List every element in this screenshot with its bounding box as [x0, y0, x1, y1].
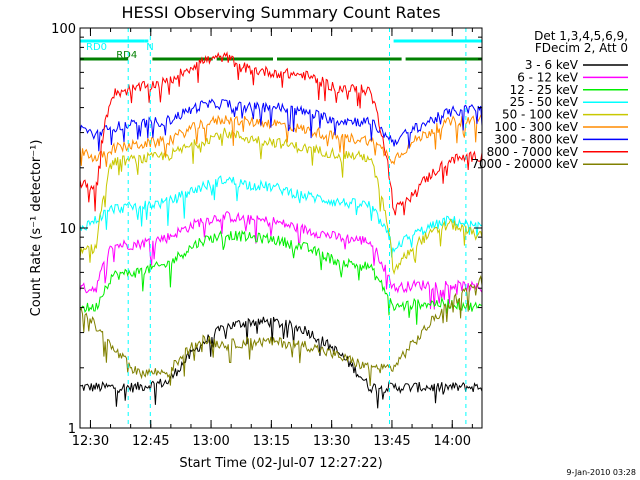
chart-title: HESSI Observing Summary Count Rates: [121, 3, 440, 22]
plot-area: RD0NRD4 12:3012:4513:0013:1513:3013:4514…: [51, 22, 483, 449]
legend-header-line-1: Det 1,3,4,5,6,9,: [534, 29, 628, 43]
flag-bar-rd4-1: [152, 57, 213, 61]
legend-header-line-2: FDecim 2, Att 0: [535, 41, 628, 55]
series-line-7: [79, 51, 483, 216]
flag-bar-rd0-0: [80, 39, 145, 43]
y-tick-label-1: 10: [59, 222, 76, 237]
legend: Det 1,3,4,5,6,9, FDecim 2, Att 0 3 - 6 k…: [471, 29, 628, 171]
x-tick-label-3: 13:15: [253, 434, 290, 449]
y-tick-label-0: 1: [68, 422, 76, 437]
x-tick-label-5: 13:45: [373, 434, 410, 449]
series-line-2: [79, 229, 483, 325]
series-line-8: [79, 274, 483, 387]
flag-bar-n-1: [393, 39, 482, 43]
series-line-0: [79, 316, 483, 409]
series-line-3: [79, 175, 483, 258]
y-tick-label-2: 100: [51, 22, 76, 37]
flag-bar-rd4-4: [405, 57, 482, 61]
series-line-5: [79, 114, 483, 167]
legend-label-0: 3 - 6 keV: [525, 58, 579, 72]
legend-label-1: 6 - 12 keV: [517, 70, 579, 84]
legend-label-3: 25 - 50 keV: [510, 95, 579, 109]
legend-label-5: 100 - 300 keV: [494, 120, 578, 134]
flag-bar-n-0: [144, 39, 149, 43]
flag-bar-rd4-3: [277, 57, 402, 61]
legend-label-2: 12 - 25 keV: [510, 83, 579, 97]
x-tick-label-4: 13:30: [313, 434, 350, 449]
series-line-1: [79, 210, 483, 310]
flag-label-rd0: RD0: [86, 42, 107, 53]
legend-label-4: 50 - 100 keV: [502, 108, 579, 122]
series-line-6: [79, 98, 483, 152]
x-tick-label-6: 14:00: [434, 434, 471, 449]
footer-date: 9-Jan-2010 03:28: [566, 468, 636, 477]
x-tick-label-2: 13:00: [192, 434, 229, 449]
x-tick-label-1: 12:45: [132, 434, 169, 449]
x-axis-label: Start Time (02-Jul-07 12:27:22): [179, 456, 382, 471]
flag-bar-rd4-0: [80, 57, 129, 61]
legend-label-8: 7000 - 20000 keV: [471, 157, 578, 171]
flag-bar-rd4-2: [216, 57, 273, 61]
legend-label-6: 300 - 800 keV: [494, 132, 578, 146]
legend-label-7: 800 - 7000 keV: [487, 145, 579, 159]
y-axis-label: Count Rate (s⁻¹ detector⁻¹): [29, 140, 44, 317]
x-tick-label-0: 12:30: [72, 434, 109, 449]
flag-label-rd4: RD4: [116, 50, 137, 61]
series-line-4: [79, 127, 483, 276]
